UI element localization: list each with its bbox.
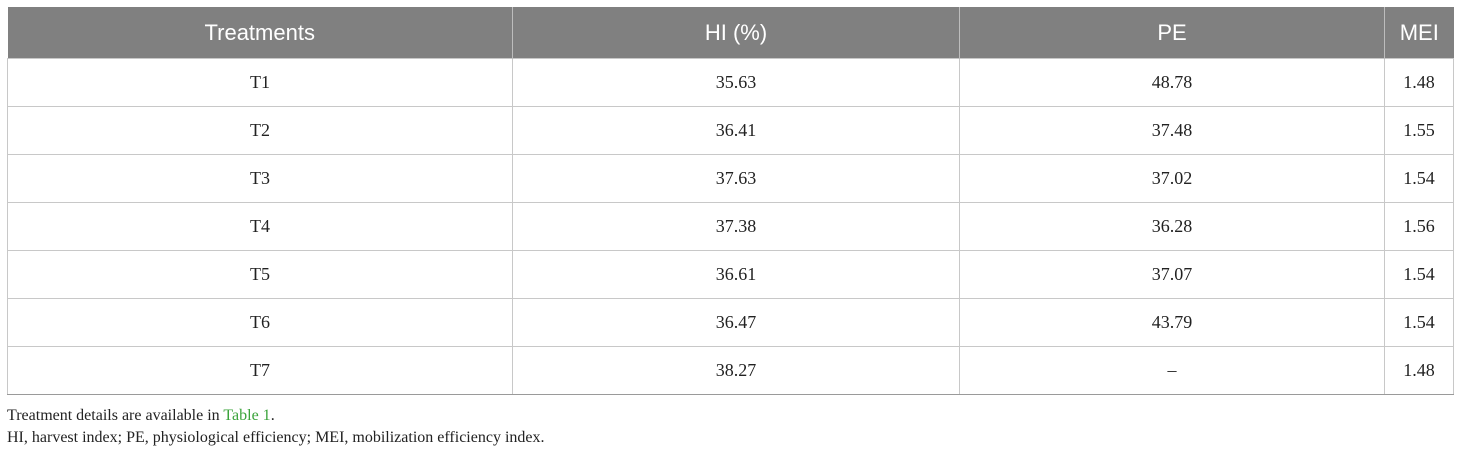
cell-pe: 36.28 bbox=[959, 202, 1385, 251]
cell-pe: 37.02 bbox=[959, 154, 1385, 203]
column-header-pe: PE bbox=[959, 7, 1385, 59]
cell-pe: 48.78 bbox=[959, 58, 1385, 107]
cell-pe: – bbox=[959, 346, 1385, 395]
cell-mei: 1.55 bbox=[1384, 106, 1454, 155]
cell-mei: 1.54 bbox=[1384, 298, 1454, 347]
table-footnotes: Treatment details are available in Table… bbox=[7, 405, 544, 449]
cell-treatment: T6 bbox=[7, 298, 513, 347]
cell-treatment: T1 bbox=[7, 58, 513, 107]
cell-hi: 38.27 bbox=[512, 346, 960, 395]
table-row: T6 36.47 43.79 1.54 bbox=[7, 298, 1454, 347]
table-row: T1 35.63 48.78 1.48 bbox=[7, 58, 1454, 107]
footnote-treatment-details: Treatment details are available in Table… bbox=[7, 405, 544, 427]
data-table: Treatments HI (%) PE MEI T1 35.63 48.78 … bbox=[7, 7, 1454, 395]
table-row: T4 37.38 36.28 1.56 bbox=[7, 202, 1454, 251]
cell-treatment: T4 bbox=[7, 202, 513, 251]
cell-treatment: T5 bbox=[7, 250, 513, 299]
column-header-mei: MEI bbox=[1384, 7, 1454, 59]
cell-treatment: T3 bbox=[7, 154, 513, 203]
cell-mei: 1.56 bbox=[1384, 202, 1454, 251]
cell-hi: 35.63 bbox=[512, 58, 960, 107]
table-1-link[interactable]: Table 1 bbox=[223, 407, 271, 424]
cell-hi: 36.41 bbox=[512, 106, 960, 155]
cell-pe: 37.48 bbox=[959, 106, 1385, 155]
footnote-prefix: Treatment details are available in bbox=[7, 407, 224, 424]
table-row: T7 38.27 – 1.48 bbox=[7, 346, 1454, 395]
footnote-suffix: . bbox=[270, 407, 275, 424]
table-row: T5 36.61 37.07 1.54 bbox=[7, 250, 1454, 299]
data-table-container: Treatments HI (%) PE MEI T1 35.63 48.78 … bbox=[7, 7, 1454, 395]
cell-hi: 37.63 bbox=[512, 154, 960, 203]
column-header-treatments: Treatments bbox=[7, 7, 513, 59]
cell-hi: 36.47 bbox=[512, 298, 960, 347]
cell-pe: 37.07 bbox=[959, 250, 1385, 299]
cell-mei: 1.48 bbox=[1384, 58, 1454, 107]
cell-hi: 37.38 bbox=[512, 202, 960, 251]
cell-mei: 1.54 bbox=[1384, 250, 1454, 299]
footnote-abbreviations: HI, harvest index; PE, physiological eff… bbox=[7, 429, 545, 446]
cell-pe: 43.79 bbox=[959, 298, 1385, 347]
table-header-row: Treatments HI (%) PE MEI bbox=[7, 7, 1454, 59]
cell-treatment: T7 bbox=[7, 346, 513, 395]
table-row: T3 37.63 37.02 1.54 bbox=[7, 154, 1454, 203]
cell-treatment: T2 bbox=[7, 106, 513, 155]
cell-mei: 1.54 bbox=[1384, 154, 1454, 203]
column-header-hi: HI (%) bbox=[512, 7, 960, 59]
cell-hi: 36.61 bbox=[512, 250, 960, 299]
cell-mei: 1.48 bbox=[1384, 346, 1454, 395]
table-row: T2 36.41 37.48 1.55 bbox=[7, 106, 1454, 155]
